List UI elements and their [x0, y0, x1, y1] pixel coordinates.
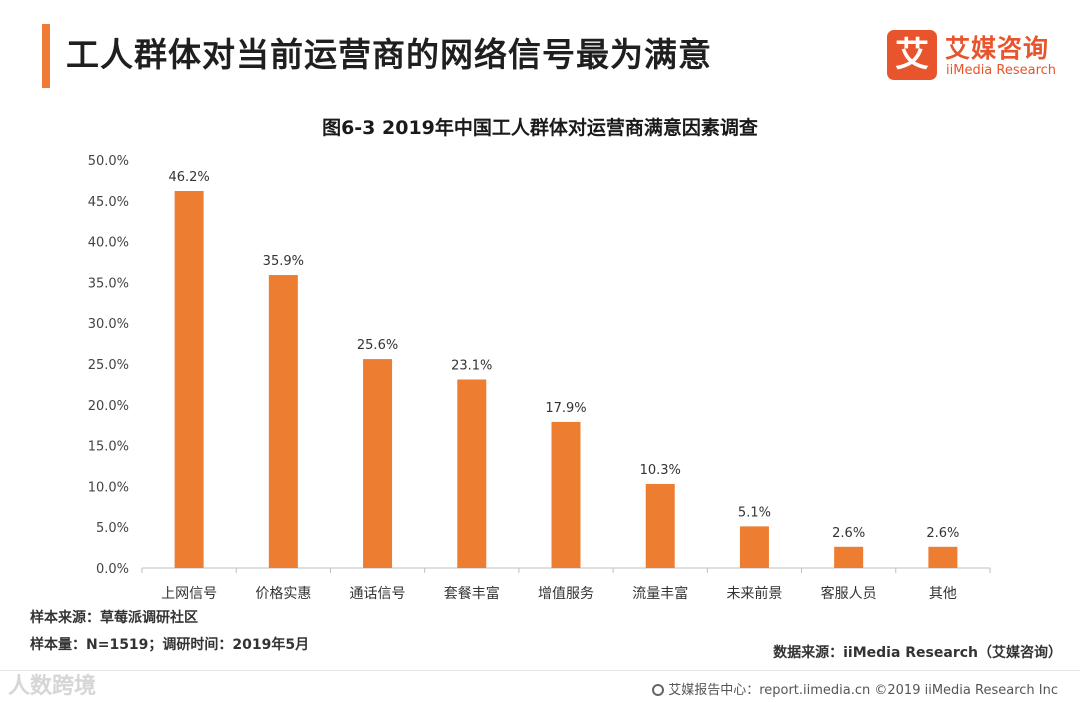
brand-logo: 艾 艾媒咨询 iiMedia Research — [887, 30, 1062, 82]
y-tick-label: 25.0% — [88, 358, 129, 373]
category-label: 流量丰富 — [632, 585, 688, 602]
category-label: 增值服务 — [538, 586, 594, 602]
y-tick-label: 10.0% — [88, 480, 129, 495]
footer-divider — [0, 670, 1080, 671]
y-tick-label: 40.0% — [88, 236, 129, 251]
category-label: 通话信号 — [350, 586, 406, 602]
bar — [174, 191, 204, 568]
title-accent-bar — [42, 24, 50, 88]
bar — [551, 421, 581, 568]
brand-mark-icon: 艾 — [887, 30, 937, 80]
category-label: 其他 — [929, 586, 957, 602]
bar — [928, 546, 958, 568]
bar — [834, 546, 864, 568]
data-source: 数据来源：iiMedia Research（艾媒咨询） — [773, 645, 1062, 661]
bar — [268, 275, 298, 568]
bar — [457, 379, 487, 568]
brand-name-cn: 艾媒咨询 — [945, 34, 1050, 63]
data-label: 2.6% — [926, 526, 959, 541]
y-tick-label: 45.0% — [88, 195, 129, 210]
footer-text: 艾媒报告中心：report.iimedia.cn ©2019 iiMedia R… — [668, 683, 1058, 698]
data-label: 46.2% — [168, 170, 209, 185]
chart-title: 图6-3 2019年中国工人群体对运营商满意因素调查 — [322, 117, 758, 139]
category-label: 上网信号 — [161, 586, 217, 602]
category-label: 价格实惠 — [255, 586, 311, 602]
category-label: 套餐丰富 — [444, 585, 500, 602]
data-label: 17.9% — [545, 401, 586, 416]
data-label: 10.3% — [640, 463, 681, 478]
data-label: 2.6% — [832, 526, 865, 541]
category-label: 未来前景 — [726, 585, 782, 602]
data-label: 5.1% — [738, 505, 771, 520]
y-tick-label: 15.0% — [88, 440, 129, 455]
data-label: 35.9% — [263, 254, 304, 269]
bar — [645, 483, 675, 568]
y-tick-label: 5.0% — [96, 521, 129, 536]
bar — [363, 359, 393, 568]
footer: 艾媒报告中心：report.iimedia.cn ©2019 iiMedia R… — [652, 679, 1058, 698]
data-label: 25.6% — [357, 338, 398, 353]
brand-name-en: iiMedia Research — [946, 63, 1057, 78]
globe-icon — [652, 684, 665, 696]
y-tick-label: 20.0% — [88, 399, 129, 414]
y-tick-label: 35.0% — [88, 276, 129, 291]
bar — [739, 526, 769, 568]
category-label: 客服人员 — [821, 585, 877, 602]
y-tick-label: 30.0% — [88, 317, 129, 332]
page-title: 工人群体对当前运营商的网络信号最为满意 — [66, 35, 712, 74]
sample-source-note: 样本来源：草莓派调研社区 — [30, 610, 198, 626]
y-tick-label: 0.0% — [96, 562, 129, 577]
y-tick-label: 50.0% — [88, 154, 129, 169]
sample-size-note: 样本量：N=1519；调研时间：2019年5月 — [30, 637, 310, 653]
data-label: 23.1% — [451, 359, 492, 374]
watermark: 人数跨境 — [8, 674, 97, 699]
